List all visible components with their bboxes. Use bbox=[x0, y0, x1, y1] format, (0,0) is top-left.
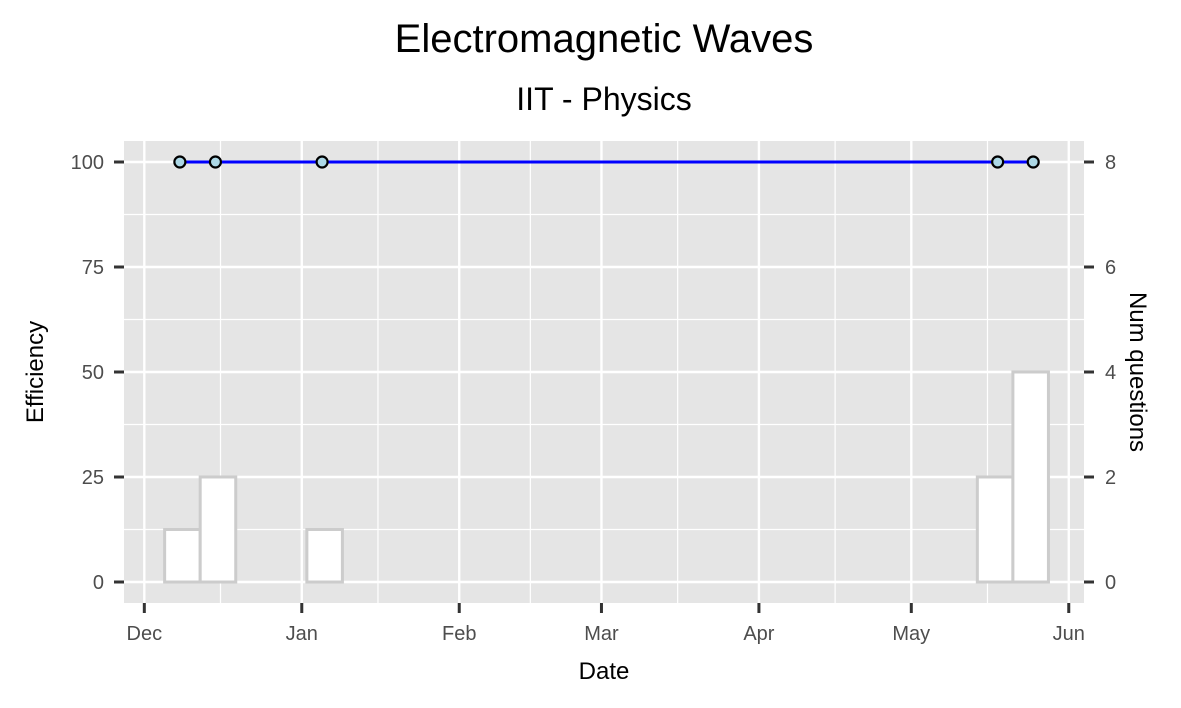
question-count-bar bbox=[198, 475, 238, 584]
y-left-tick-label: 100 bbox=[71, 152, 104, 174]
x-tick-label: Jun bbox=[1053, 623, 1085, 645]
efficiency-point bbox=[315, 155, 329, 169]
x-tick-label: Dec bbox=[127, 623, 163, 645]
x-axis-title: Date bbox=[579, 658, 630, 685]
y-right-tick-label: 0 bbox=[1105, 572, 1116, 594]
question-count-bar bbox=[975, 475, 1015, 584]
x-tick-label: Mar bbox=[584, 623, 619, 645]
y-left-tick-label: 0 bbox=[93, 572, 104, 594]
y-left-tick-label: 50 bbox=[82, 362, 104, 384]
x-tick-label: Apr bbox=[743, 623, 774, 645]
y-axis-right-title: Num questions bbox=[1124, 292, 1151, 452]
question-count-bar bbox=[1011, 370, 1050, 584]
plot-area: 0 25 50 75 100 0 2 4 6 8 Dec Jan Feb Mar Apr May Jun bbox=[71, 141, 1116, 645]
chart-title: Electromagnetic Waves bbox=[395, 17, 814, 61]
chart-subtitle: IIT - Physics bbox=[516, 81, 691, 117]
y-right-tick-label: 4 bbox=[1105, 362, 1116, 384]
question-count-bar bbox=[305, 528, 344, 584]
x-tick-label: May bbox=[892, 623, 930, 645]
y-left-tick-label: 75 bbox=[82, 257, 104, 279]
y-right-tick-label: 2 bbox=[1105, 467, 1116, 489]
y-left-tick-label: 25 bbox=[82, 467, 104, 489]
x-tick-label: Jan bbox=[286, 623, 318, 645]
y-right-tick-label: 6 bbox=[1105, 257, 1116, 279]
question-count-bar bbox=[163, 528, 202, 584]
efficiency-point bbox=[173, 155, 187, 169]
efficiency-point bbox=[991, 155, 1005, 169]
y-right-tick-label: 8 bbox=[1105, 152, 1116, 174]
y-axis-left-title: Efficiency bbox=[22, 321, 49, 423]
efficiency-point bbox=[208, 155, 223, 169]
x-tick-label: Feb bbox=[442, 623, 476, 645]
efficiency-point bbox=[1026, 155, 1040, 169]
